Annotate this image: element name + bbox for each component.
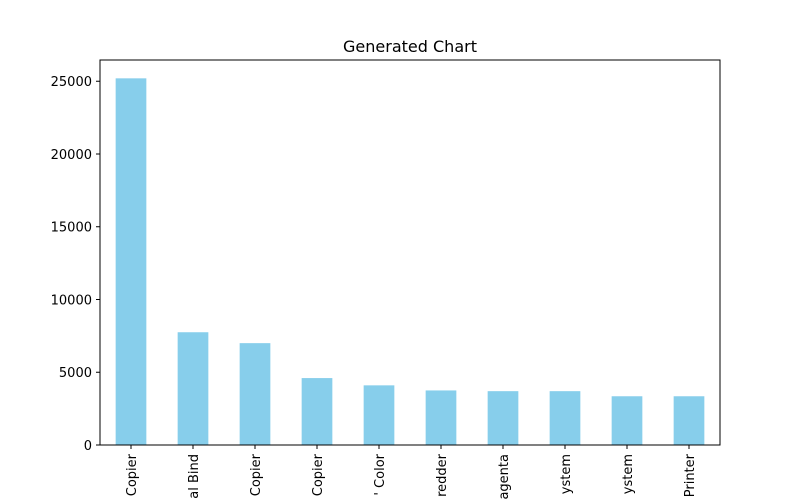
- x-tick-label-1: al Bind: [187, 454, 202, 499]
- chart-title: Generated Chart: [343, 37, 477, 56]
- bar-3: [301, 378, 333, 445]
- x-tick-label-9: Printer: [683, 453, 698, 497]
- y-tick-label-0: 0: [84, 439, 92, 454]
- y-tick-label-5: 25000: [51, 75, 92, 90]
- x-tick-label-5: redder: [435, 453, 450, 497]
- y-tick-label-3: 15000: [51, 221, 92, 236]
- bar-group: [115, 78, 705, 445]
- bar-7: [549, 391, 581, 445]
- x-tick-label-7: ystem: [559, 454, 574, 494]
- bar-5: [425, 390, 457, 445]
- x-axis: Copier al Bind Copier Copier ' Color redder ag…: [125, 445, 698, 500]
- x-tick-label-0: Copier: [125, 453, 140, 496]
- bar-1: [177, 332, 209, 445]
- x-tick-label-4: ' Color: [373, 453, 388, 495]
- y-tick-label-2: 10000: [51, 293, 92, 308]
- y-tick-label-4: 20000: [51, 148, 92, 163]
- bar-4: [363, 385, 395, 445]
- y-axis: 0 5000 10000 15000 20000 25000: [51, 75, 100, 454]
- plot-frame: [99, 59, 721, 446]
- x-tick-label-8: ystem: [621, 454, 636, 494]
- x-tick-label-3: Copier: [311, 453, 326, 496]
- y-tick-label-1: 5000: [59, 366, 92, 381]
- bar-0: [115, 78, 147, 445]
- bar-9: [673, 396, 705, 445]
- bar-6: [487, 391, 519, 445]
- x-tick-label-2: Copier: [249, 453, 264, 496]
- bar-8: [611, 396, 643, 445]
- x-tick-label-6: agenta: [497, 454, 512, 500]
- bar-2: [239, 343, 271, 445]
